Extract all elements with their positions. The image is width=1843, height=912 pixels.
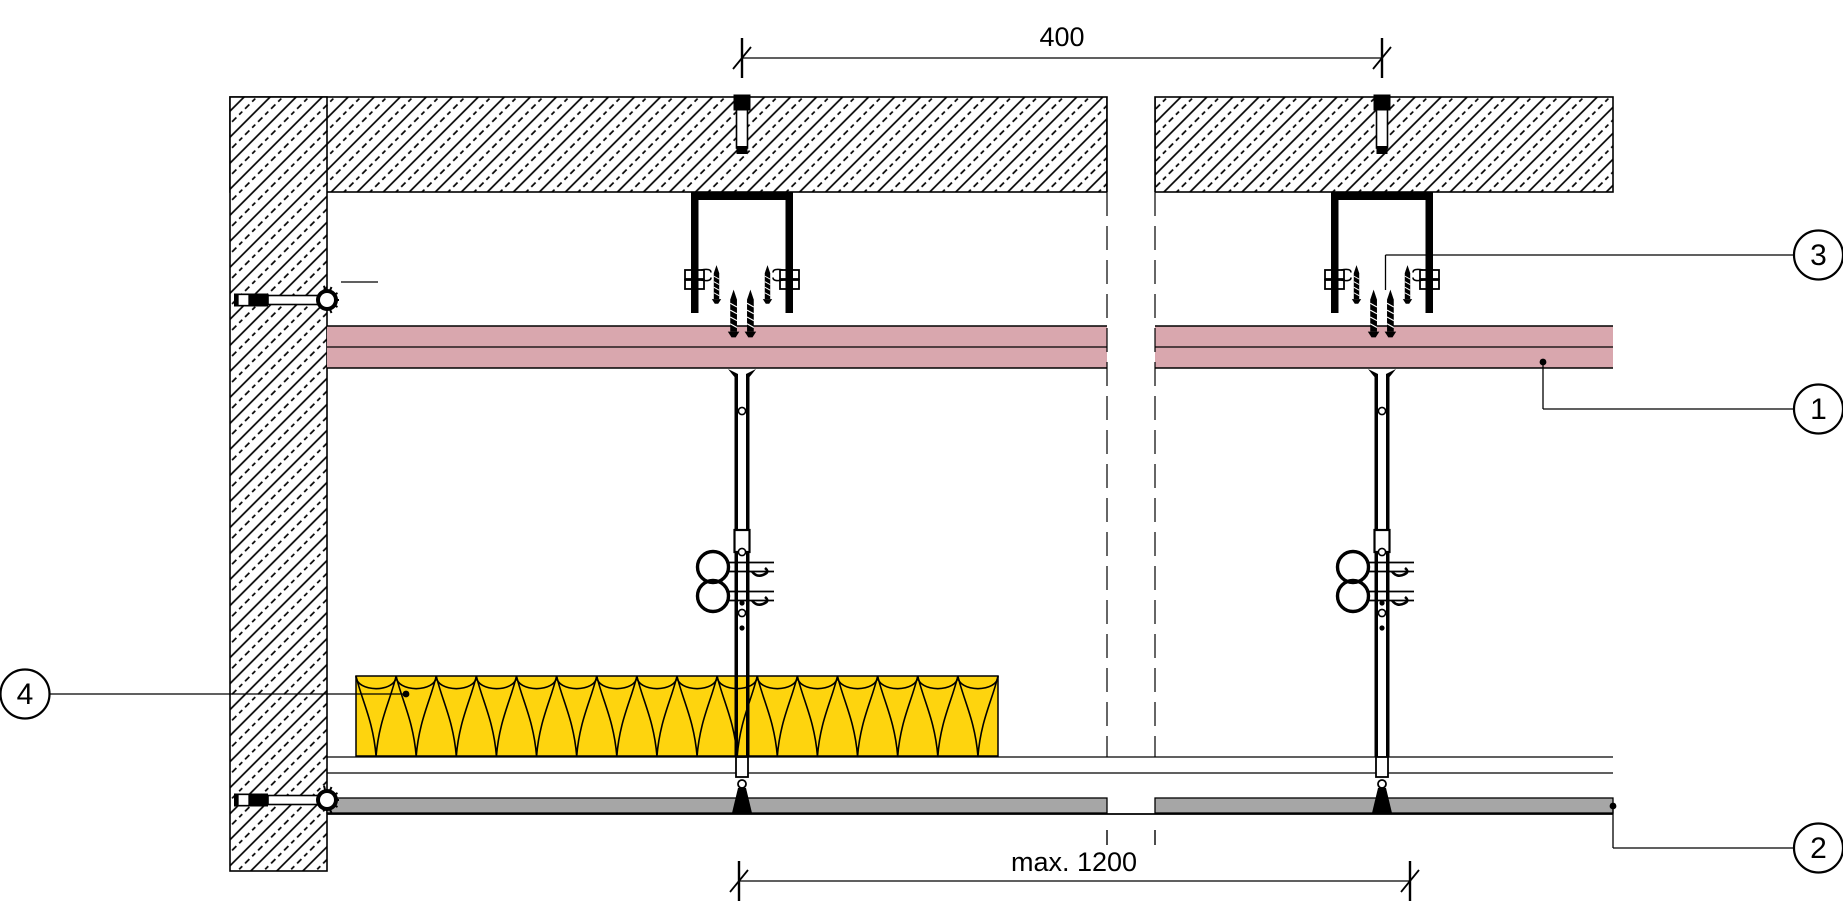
svg-text:400: 400 <box>1039 22 1084 52</box>
svg-text:max. 1200: max. 1200 <box>1011 847 1137 877</box>
